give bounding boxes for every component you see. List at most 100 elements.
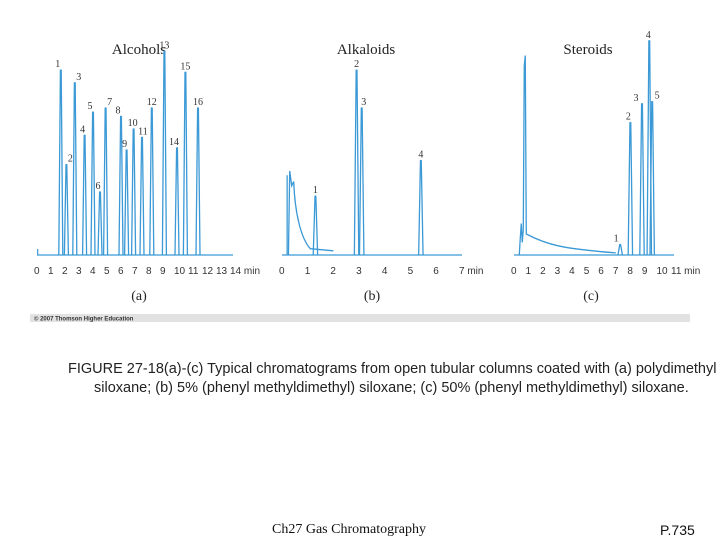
solvent-tail xyxy=(287,170,334,256)
tick-label: 11 min xyxy=(671,266,700,277)
tick-label: 6 xyxy=(118,266,124,277)
peak-label-15: 15 xyxy=(180,61,190,72)
peak-3 xyxy=(72,82,78,256)
tick-label: 5 xyxy=(584,266,590,277)
peak-label-12: 12 xyxy=(147,97,157,108)
tick-label: 3 xyxy=(76,266,82,277)
peak-label-1: 1 xyxy=(55,59,60,70)
peak-13 xyxy=(161,50,168,256)
tick-label: 5 xyxy=(104,266,110,277)
peak-label-14: 14 xyxy=(169,137,179,148)
peak-label-11: 11 xyxy=(138,126,148,137)
peak-label-2: 2 xyxy=(354,59,359,70)
peak-3 xyxy=(358,107,365,256)
peak-10 xyxy=(130,128,137,256)
panel-sublabel: (c) xyxy=(583,289,599,304)
tick-label: 9 xyxy=(642,266,648,277)
peak-label-3: 3 xyxy=(634,93,639,104)
tick-label: 12 xyxy=(202,266,214,277)
tick-label: 13 xyxy=(216,266,228,277)
tick-label: 2 xyxy=(330,266,336,277)
peak-label-16: 16 xyxy=(193,97,203,108)
panel-title: Steroids xyxy=(563,42,612,58)
tick-label: 2 xyxy=(62,266,68,277)
tick-label: 0 xyxy=(511,266,517,277)
peak-label-4: 4 xyxy=(646,30,651,41)
panel-sublabel: (a) xyxy=(131,289,147,304)
peak-3 xyxy=(639,103,645,256)
panel-sublabel: (b) xyxy=(364,289,381,304)
tick-label: 7 xyxy=(132,266,138,277)
peak-label-1: 1 xyxy=(313,185,318,196)
peak-label-7: 7 xyxy=(107,97,112,108)
copyright-text: © 2007 Thomson Higher Education xyxy=(34,316,134,323)
peak-9 xyxy=(123,149,130,256)
tick-label: 0 xyxy=(279,266,285,277)
solvent-front xyxy=(518,55,616,256)
peak-12 xyxy=(149,107,155,256)
peak-4 xyxy=(81,134,88,256)
tick-label: 3 xyxy=(356,266,362,277)
peak-2 xyxy=(353,69,360,256)
peak-7 xyxy=(102,107,109,256)
peak-8 xyxy=(118,115,124,256)
tick-label: 5 xyxy=(408,266,414,277)
peak-16 xyxy=(195,107,201,256)
peak-label-5: 5 xyxy=(655,91,660,102)
peak-label-2: 2 xyxy=(68,154,73,165)
peak-15 xyxy=(182,71,189,256)
peak-label-8: 8 xyxy=(116,105,121,116)
peak-label-1: 1 xyxy=(614,234,619,245)
peak-14 xyxy=(174,147,180,256)
peak-2 xyxy=(63,164,70,256)
tick-label: 0 xyxy=(34,266,40,277)
tick-label: 3 xyxy=(555,266,561,277)
figure-caption: FIGURE 27-18(a)-(c) Typical chromatogram… xyxy=(68,361,717,396)
tick-label: 1 xyxy=(305,266,311,277)
tick-label: 9 xyxy=(160,266,166,277)
copyright-bar xyxy=(30,314,690,322)
tick-label: 2 xyxy=(540,266,546,277)
peak-4 xyxy=(646,40,653,256)
tick-label: 10 xyxy=(656,266,668,277)
peak-11 xyxy=(139,136,145,256)
chapter-footer: Ch27 Gas Chromatography xyxy=(272,522,426,537)
peak-6 xyxy=(97,191,103,256)
panel-title: Alcohols xyxy=(112,42,166,58)
peak-5 xyxy=(649,101,656,256)
panel-title: Alkaloids xyxy=(337,42,395,58)
tick-label: 4 xyxy=(90,266,96,277)
panel-alkaloids: Alkaloids 1 2 3 4 0 1 2 3 4 5 6 7 min (b) xyxy=(279,42,483,304)
peak-label-10: 10 xyxy=(128,118,138,129)
tick-label: 7 xyxy=(613,266,619,277)
peak-1 xyxy=(312,195,319,256)
peak-label-3: 3 xyxy=(76,72,81,83)
peak-1 xyxy=(58,69,64,256)
peak-label-4: 4 xyxy=(80,124,85,135)
peak-label-2: 2 xyxy=(626,112,631,123)
tick-label: 14 min xyxy=(230,266,260,277)
tick-label: 4 xyxy=(569,266,575,277)
tick-label: 11 xyxy=(188,266,199,277)
tick-label: 10 xyxy=(174,266,186,277)
tick-label: 8 xyxy=(146,266,152,277)
tick-label: 8 xyxy=(627,266,633,277)
page-number: P.735 xyxy=(660,522,695,538)
tick-label: 6 xyxy=(598,266,604,277)
peak-label-6: 6 xyxy=(96,181,101,192)
peak-label-5: 5 xyxy=(88,101,93,112)
tick-label: 4 xyxy=(382,266,388,277)
peak-label-4: 4 xyxy=(418,150,423,161)
peak-1 xyxy=(617,243,624,256)
peak-4 xyxy=(418,159,424,256)
peak-label-13: 13 xyxy=(159,40,169,51)
tick-label: 1 xyxy=(526,266,532,277)
peak-label-9: 9 xyxy=(122,139,127,150)
peak-2 xyxy=(627,122,634,256)
tick-label: 7 min xyxy=(459,266,483,277)
tick-label: 6 xyxy=(433,266,439,277)
